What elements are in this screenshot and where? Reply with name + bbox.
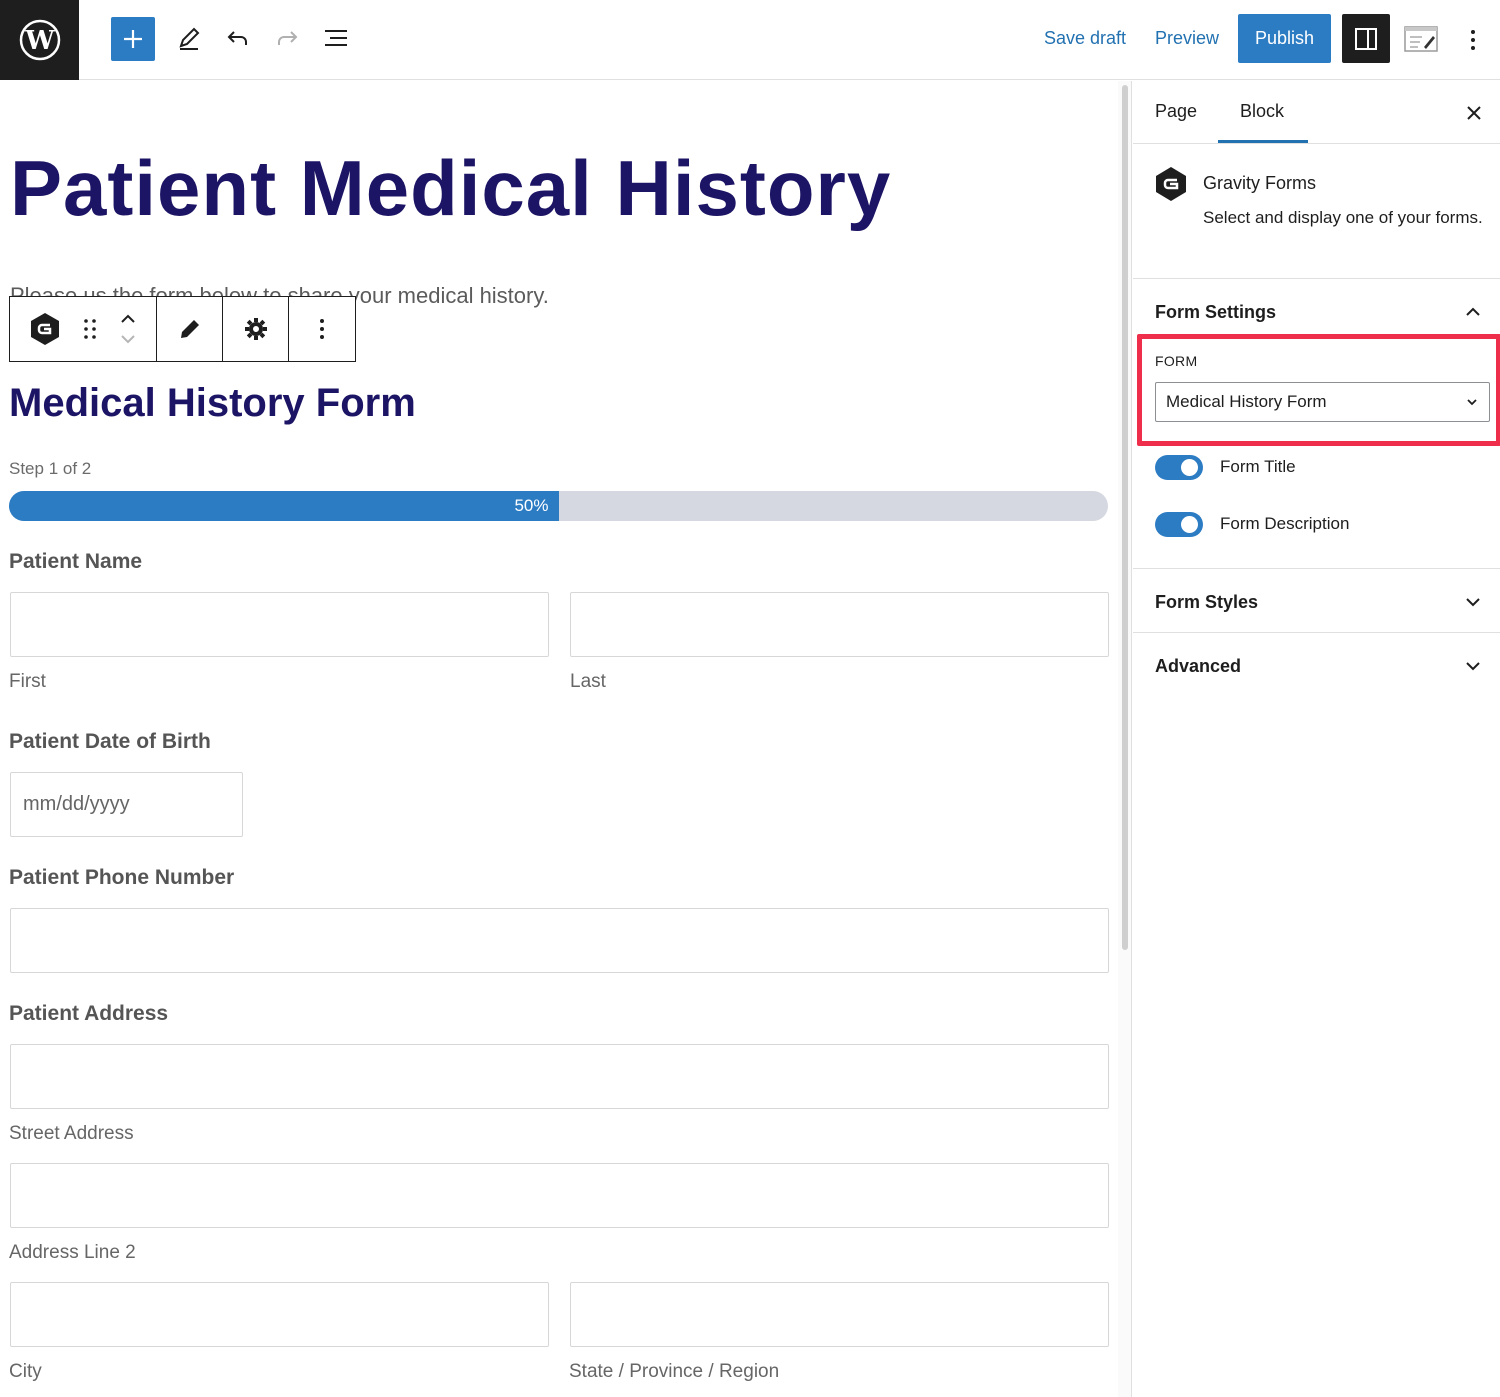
scrollbar-thumb[interactable] [1122, 85, 1128, 950]
panel-divider [1133, 632, 1500, 633]
move-up-down-icon[interactable] [119, 312, 137, 346]
wordpress-icon: W [19, 19, 60, 61]
form-settings-panel-toggle[interactable]: Form Settings [1155, 302, 1277, 322]
gear-icon [244, 318, 267, 340]
form-settings-button[interactable] [223, 297, 289, 361]
more-vertical-icon [1471, 30, 1475, 50]
street-address-input[interactable] [10, 1044, 1109, 1109]
patient-name-label: Patient Name [9, 550, 143, 573]
active-tab-indicator [1218, 140, 1308, 143]
address-label: Patient Address [9, 1002, 169, 1025]
settings-sidebar: Page Block Gravity Forms Select and disp… [1133, 81, 1500, 1397]
gravity-forms-icon[interactable] [29, 312, 61, 346]
publish-button[interactable]: Publish [1238, 14, 1331, 63]
form-description-toggle[interactable] [1155, 512, 1203, 537]
step-indicator: Step 1 of 2 [9, 459, 92, 478]
phone-number-label: Patient Phone Number [9, 866, 235, 889]
add-block-button[interactable] [111, 17, 155, 61]
last-name-input[interactable] [570, 592, 1109, 657]
document-overview-button[interactable] [318, 20, 354, 56]
pencil-icon [179, 27, 200, 50]
edit-form-button[interactable] [157, 297, 223, 361]
chevron-down-icon[interactable] [1463, 592, 1483, 612]
editor-top-bar: W Save draft Preview Publish [0, 0, 1500, 80]
tools-button[interactable] [171, 20, 207, 56]
block-switcher-group [10, 297, 157, 361]
street-address-sublabel: Street Address [9, 1123, 134, 1144]
form-styles-panel-toggle[interactable]: Form Styles [1155, 592, 1259, 612]
redo-icon [278, 31, 298, 45]
last-name-sublabel: Last [570, 671, 606, 692]
sidebar-icon [1355, 27, 1377, 50]
date-of-birth-input[interactable]: mm/dd/yyyy [10, 772, 243, 837]
gravity-forms-icon [1156, 167, 1186, 201]
advanced-panel-toggle[interactable]: Advanced [1155, 656, 1242, 676]
chevron-up-icon[interactable] [1463, 302, 1483, 322]
options-menu-button[interactable] [1460, 22, 1486, 58]
tab-block[interactable]: Block [1240, 101, 1285, 121]
block-toolbar [9, 296, 356, 362]
city-sublabel: City [9, 1361, 42, 1382]
preview-button[interactable]: Preview [1155, 28, 1220, 48]
page-title[interactable]: Patient Medical History [10, 144, 892, 232]
form-title-toggle[interactable] [1155, 455, 1203, 480]
drag-handle-icon[interactable] [83, 318, 97, 340]
close-icon [1467, 106, 1481, 120]
block-options-button[interactable] [289, 297, 355, 361]
redo-button[interactable] [269, 20, 305, 56]
tab-page[interactable]: Page [1155, 101, 1198, 121]
form-title-toggle-label: Form Title [1220, 457, 1296, 476]
close-sidebar-button[interactable] [1460, 99, 1488, 127]
undo-button[interactable] [220, 20, 256, 56]
sidebar-tabs: Page Block [1133, 81, 1500, 144]
block-description: Select and display one of your forms. [1203, 208, 1483, 227]
svg-text:W: W [24, 26, 55, 56]
settings-toggle-button[interactable] [1342, 14, 1390, 63]
plus-icon [124, 30, 142, 48]
phone-number-input[interactable] [10, 908, 1109, 973]
form-select-highlight [1137, 334, 1500, 446]
address-line-2-sublabel: Address Line 2 [9, 1242, 136, 1263]
first-name-input[interactable] [10, 592, 549, 657]
editor-canvas: Patient Medical History Please us the fo… [0, 81, 1118, 1397]
wordpress-logo-button[interactable]: W [0, 0, 79, 80]
selected-form-value: Medical History Form [1166, 392, 1327, 411]
progress-bar-fill: 50% [9, 491, 559, 521]
date-of-birth-label: Patient Date of Birth [9, 730, 211, 753]
state-input[interactable] [570, 1282, 1109, 1347]
chevron-down-icon[interactable] [1463, 656, 1483, 676]
list-view-icon [325, 30, 347, 46]
form-description-toggle-label: Form Description [1220, 514, 1350, 533]
block-card: Gravity Forms Select and display one of … [1133, 144, 1500, 279]
progress-label: 50% [514, 496, 549, 515]
editor-scrollbar[interactable] [1118, 81, 1132, 1397]
more-vertical-icon [320, 319, 324, 339]
city-input[interactable] [10, 1282, 549, 1347]
pencil-icon [180, 320, 199, 338]
progress-bar: 50% [9, 491, 1108, 521]
block-name: Gravity Forms [1203, 173, 1317, 193]
form-title: Medical History Form [9, 381, 416, 425]
address-line-2-input[interactable] [10, 1163, 1109, 1228]
panel-divider [1133, 568, 1500, 569]
save-draft-button[interactable]: Save draft [1044, 28, 1127, 48]
chevron-down-icon [1467, 399, 1477, 406]
undo-icon [227, 31, 247, 45]
date-placeholder: mm/dd/yyyy [23, 793, 130, 815]
form-select-label: FORM [1155, 353, 1198, 369]
first-name-sublabel: First [9, 671, 46, 692]
state-sublabel: State / Province / Region [569, 1361, 780, 1382]
form-editor-icon [1404, 26, 1438, 52]
form-select-dropdown[interactable]: Medical History Form [1155, 382, 1490, 422]
gravity-forms-toolbar-button[interactable] [1404, 24, 1438, 54]
